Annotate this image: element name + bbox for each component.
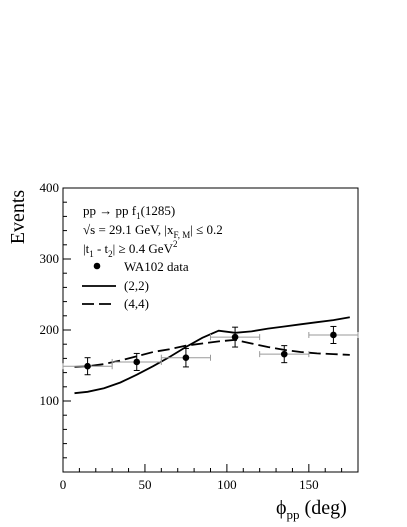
data-marker	[330, 331, 337, 339]
curve-4-4	[74, 338, 350, 368]
data-marker	[182, 354, 190, 361]
data-marker	[84, 362, 91, 370]
x-axis-label: ϕpp (deg)	[276, 497, 347, 522]
x-tick-label: 100	[217, 477, 237, 492]
x-tick-label: 150	[299, 477, 319, 492]
data-point	[160, 347, 211, 368]
y-tick-label: 400	[40, 180, 60, 195]
data-marker	[133, 358, 141, 366]
y-tick-label: 300	[40, 251, 60, 266]
t-cut-annotation: |t1 - t2| ≥ 0.4 GeV2	[83, 239, 177, 259]
x-tick-label: 0	[60, 477, 67, 492]
y-axis-label: Events	[7, 190, 29, 245]
y-tick-label: 200	[40, 322, 60, 337]
data-marker	[280, 350, 288, 358]
legend-marker-data	[93, 262, 101, 270]
data-marker	[231, 333, 239, 341]
x-tick-label: 50	[138, 477, 151, 492]
data-points	[62, 325, 359, 376]
legend: WA102 data (2,2) (4,4)	[82, 259, 189, 311]
data-point	[259, 345, 310, 364]
legend-label-dashed: (4,4)	[124, 296, 149, 311]
energy-annotation: √s = 29.1 GeV, |xF, M| ≤ 0.2	[83, 222, 223, 240]
data-point	[308, 325, 359, 344]
y-tick-label: 100	[40, 393, 60, 408]
data-point	[62, 357, 113, 376]
legend-label-solid: (2,2)	[124, 278, 149, 293]
data-point	[210, 326, 261, 348]
data-point	[111, 352, 162, 371]
reaction-annotation: pp → pp f1(1285)	[83, 203, 175, 221]
axes: 0 50 100 150 100 200 300 400	[40, 180, 359, 492]
legend-label-data: WA102 data	[124, 259, 189, 274]
